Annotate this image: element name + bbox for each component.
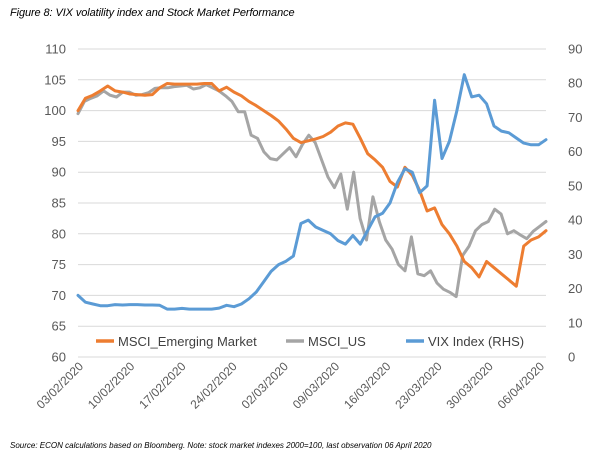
x-tick-label: 10/02/2020 <box>85 359 138 412</box>
y2-tick-label: 70 <box>568 110 582 125</box>
x-tick-label: 02/03/2020 <box>239 359 292 412</box>
y-tick-label: 90 <box>52 165 66 180</box>
y-tick-label: 65 <box>52 319 66 334</box>
x-tick-label: 23/03/2020 <box>392 359 445 412</box>
x-tick-label: 03/02/2020 <box>34 359 87 412</box>
y-tick-label: 100 <box>44 103 66 118</box>
x-tick-label: 17/02/2020 <box>136 359 189 412</box>
emerging-line <box>76 82 548 288</box>
y-tick-label: 70 <box>52 288 66 303</box>
y2-tick-label: 10 <box>568 315 582 330</box>
y2-tick-label: 40 <box>568 213 582 228</box>
y2-tick-label: 30 <box>568 247 582 262</box>
x-tick-label: 30/03/2020 <box>444 359 497 412</box>
y2-tick-label: 50 <box>568 178 582 193</box>
x-tick-label: 06/04/2020 <box>495 359 548 412</box>
source-note: Source: ECON calculations based on Bloom… <box>10 441 432 450</box>
x-tick-label: 09/03/2020 <box>290 359 343 412</box>
y-axis-right: 0 10 20 30 40 50 60 70 80 90 <box>568 42 582 365</box>
figure-title: Figure 8: VIX volatility index and Stock… <box>10 7 295 19</box>
y2-tick-label: 20 <box>568 281 582 296</box>
x-axis: 03/02/202010/02/202017/02/202024/02/2020… <box>34 359 548 412</box>
chart: 60 65 70 75 80 85 90 95 100 105 110 0 10 20 30 40 50 60 7… <box>34 42 583 412</box>
legend-label-vix: VIX Index (RHS) <box>428 334 524 349</box>
y-tick-label: 80 <box>52 226 66 241</box>
y-tick-label: 110 <box>45 42 66 57</box>
y-tick-label: 60 <box>52 350 66 365</box>
x-tick-label: 16/03/2020 <box>341 359 394 412</box>
y2-tick-label: 0 <box>568 350 575 365</box>
y-tick-label: 95 <box>52 134 66 149</box>
legend-label-emerging: MSCI_Emerging Market <box>118 334 257 349</box>
y2-tick-label: 90 <box>568 42 582 57</box>
series-lines <box>76 73 548 311</box>
legend-label-us: MSCI_US <box>308 334 366 349</box>
y-tick-label: 85 <box>52 196 66 211</box>
y2-tick-label: 60 <box>568 144 582 159</box>
y2-tick-label: 80 <box>568 76 582 91</box>
vix-line <box>76 73 548 311</box>
legend: MSCI_Emerging Market MSCI_US VIX Index (… <box>96 334 524 349</box>
y-tick-label: 75 <box>52 257 66 272</box>
y-axis-left: 60 65 70 75 80 85 90 95 100 105 110 <box>44 42 66 365</box>
x-tick-label: 24/02/2020 <box>187 359 240 412</box>
y-tick-label: 105 <box>44 72 66 87</box>
